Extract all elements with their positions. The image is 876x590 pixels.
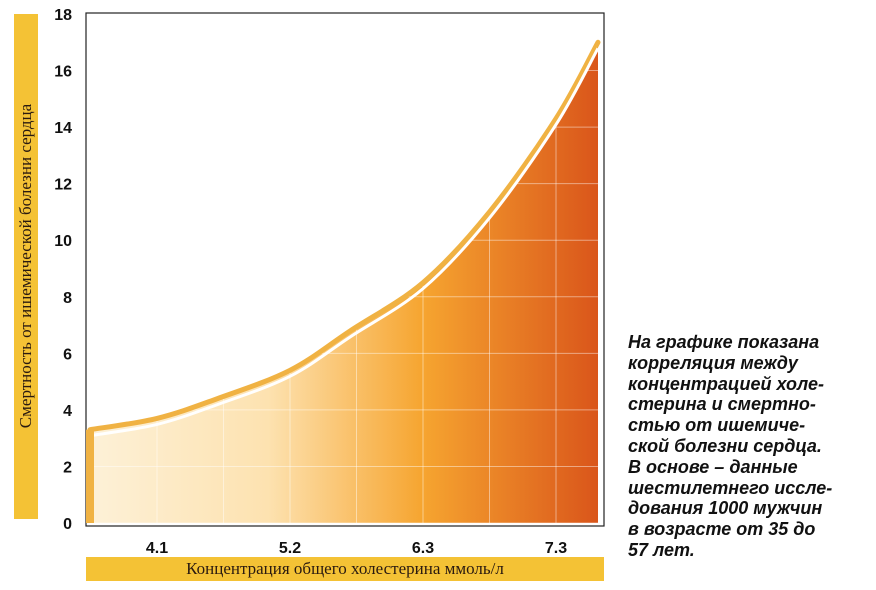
y-tick-label: 16: [54, 64, 72, 81]
caption-line: ской болезни сердца.: [628, 435, 822, 456]
x-tick-label: 6.3: [412, 540, 434, 557]
y-tick-label: 0: [63, 516, 72, 533]
x-axis-label-band: [86, 557, 604, 581]
caption-line: стью от ишемиче-: [628, 415, 806, 436]
caption-line: дования 1000 мужчин: [628, 498, 823, 519]
y-tick-label: 12: [54, 177, 72, 194]
y-tick-label: 10: [54, 233, 72, 250]
x-tick-label: 5.2: [279, 540, 301, 557]
x-tick-label: 4.1: [146, 540, 168, 557]
caption-line: В основе – данные: [628, 456, 798, 477]
caption-line: в возрасте от 35 до: [628, 519, 816, 540]
caption-line: корреляция между: [628, 352, 798, 373]
edge-layer: [86, 39, 601, 523]
y-tick-label: 4: [63, 403, 72, 420]
x-axis-label: Концентрация общего холестерина ммоль/л: [186, 559, 504, 578]
data-curve: [87, 39, 601, 433]
y-axis-label: Смертность от ишемической болезни сердца: [16, 103, 35, 429]
y-axis-label-band: [14, 14, 38, 519]
y-tick-label: 8: [63, 290, 72, 307]
y-tick-label: 6: [63, 346, 72, 363]
y-tick-label: 14: [54, 120, 72, 137]
y-tick-label: 18: [54, 7, 72, 24]
caption-line: стерина и смертно-: [628, 394, 816, 415]
x-tick-label: 7.3: [545, 540, 567, 557]
area-layer: [90, 42, 598, 524]
caption-line: концентрацией холе-: [628, 373, 824, 394]
curve-highlight: [89, 47, 600, 438]
caption-line: На графике показана: [628, 332, 820, 352]
y-tick-labels: 0 2 4 6 8 10 12 14 16 18: [54, 7, 72, 533]
caption-line: шестилетнего иссле-: [628, 477, 833, 498]
caption: На графике показана корреляция между кон…: [628, 332, 872, 561]
caption-line: 57 лет.: [628, 539, 695, 560]
x-tick-labels: 4.1 5.2 6.3 7.3: [146, 540, 567, 557]
data-area: [90, 42, 598, 524]
area-left-edge: [86, 429, 94, 523]
y-tick-label: 2: [63, 459, 72, 476]
